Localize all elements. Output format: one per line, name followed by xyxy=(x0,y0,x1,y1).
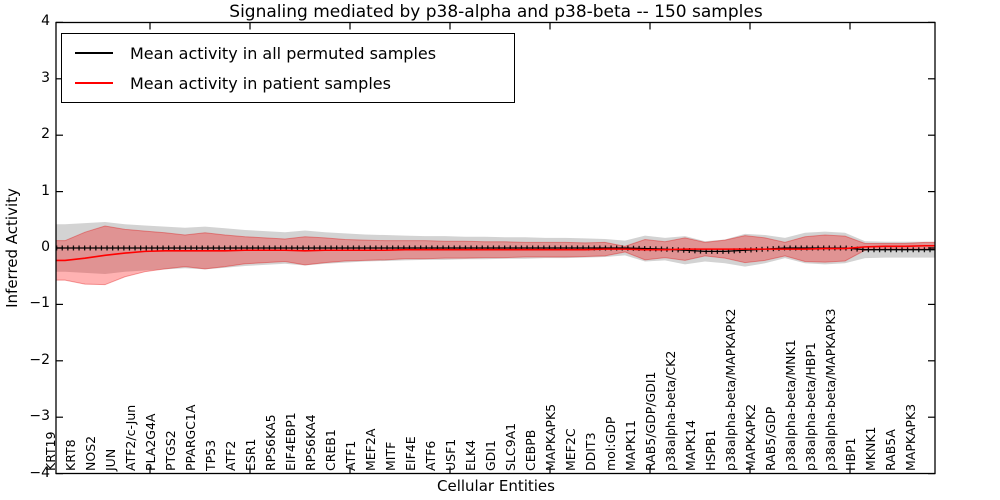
x-tick-label: KRT8 xyxy=(63,439,78,471)
x-tick-label: MEF2A xyxy=(363,428,378,471)
y-tick-label: −4 xyxy=(29,464,50,481)
x-tick-label: ELK4 xyxy=(463,439,478,471)
legend: Mean activity in all permuted samples Mea… xyxy=(61,33,515,103)
y-tick-label: 1 xyxy=(41,182,50,199)
x-tick-label: DDIT3 xyxy=(583,432,598,471)
x-tick-label: CEBPB xyxy=(523,429,538,471)
x-tick-label: RAB5/GDP/GDI1 xyxy=(643,371,658,471)
x-tick-label: ATF6 xyxy=(423,440,438,471)
x-tick-label: p38alpha-beta/CK2 xyxy=(663,350,678,471)
legend-item: Mean activity in patient samples xyxy=(62,68,514,98)
x-tick-label: p38alpha-beta/HBP1 xyxy=(803,342,818,471)
x-tick-label: TP53 xyxy=(203,439,218,471)
x-tick-label: ATF2 xyxy=(223,440,238,471)
x-tick-label: HSPB1 xyxy=(703,429,718,471)
y-tick-label: 2 xyxy=(41,126,50,143)
x-tick-label: MAPK14 xyxy=(683,420,698,471)
legend-line-swatch xyxy=(75,52,113,54)
x-tick-label: JUN xyxy=(103,448,118,471)
x-tick-label: USF1 xyxy=(443,438,458,471)
x-tick-label: MKNK1 xyxy=(863,426,878,471)
x-tick-label: PLA2G4A xyxy=(143,413,158,471)
x-tick-label: RPS6KA5 xyxy=(263,414,278,471)
x-tick-label: ESR1 xyxy=(243,438,258,471)
chart-title: Signaling mediated by p38-alpha and p38-… xyxy=(229,2,763,22)
y-tick-label: −3 xyxy=(29,408,50,425)
x-tick-label: MITF xyxy=(383,441,398,471)
x-tick-label: ATF2/c-Jun xyxy=(123,404,138,471)
legend-label: Mean activity in all permuted samples xyxy=(130,43,437,63)
x-tick-label: CREB1 xyxy=(323,429,338,471)
x-tick-label: HBP1 xyxy=(843,437,858,471)
x-tick-label: PPARGC1A xyxy=(183,404,198,471)
x-tick-label: mol:GDP xyxy=(603,416,618,471)
x-axis-label: Cellular Entities xyxy=(437,477,555,495)
axes-frame xyxy=(55,21,936,475)
x-tick-label: MAPKAPK5 xyxy=(543,403,558,471)
legend-line-swatch xyxy=(75,82,113,84)
x-tick-label: RPS6KA4 xyxy=(303,414,318,471)
x-tick-label: RAB5/GDP xyxy=(763,406,778,471)
x-tick-label: ATF1 xyxy=(343,440,358,471)
x-tick-label: MAPKAPK2 xyxy=(743,403,758,471)
x-tick-label: EIF4EBP1 xyxy=(283,412,298,471)
legend-label: Mean activity in patient samples xyxy=(130,73,391,93)
y-tick-label: 4 xyxy=(41,13,50,30)
patient-mean-line xyxy=(56,244,935,262)
x-tick-label: MAPKAPK3 xyxy=(903,403,918,471)
x-tick-label: KRT19 xyxy=(43,431,58,471)
y-tick-label: 3 xyxy=(41,69,50,86)
y-tick-label: −1 xyxy=(29,295,50,312)
y-tick-label: −2 xyxy=(29,351,50,368)
legend-item: Mean activity in all permuted samples xyxy=(62,38,514,68)
x-tick-label: RAB5A xyxy=(883,429,898,471)
x-tick-label: NOS2 xyxy=(83,435,98,471)
x-tick-label: SLC9A1 xyxy=(503,422,518,471)
x-tick-label: MAPK11 xyxy=(623,420,638,471)
x-tick-label: p38alpha-beta/MAPKAPK2 xyxy=(723,308,738,472)
x-tick-label: GDI1 xyxy=(483,440,498,471)
y-tick-label: 0 xyxy=(41,239,50,255)
x-tick-label: MEF2C xyxy=(563,428,578,471)
permuted-mean-line xyxy=(56,247,935,253)
x-tick-label: p38alpha-beta/MNK1 xyxy=(783,339,798,471)
x-tick-label: p38alpha-beta/MAPKAPK3 xyxy=(823,308,838,472)
x-tick-label: PTGS2 xyxy=(163,430,178,471)
x-tick-label: EIF4E xyxy=(403,436,418,471)
patient-band xyxy=(56,225,935,286)
